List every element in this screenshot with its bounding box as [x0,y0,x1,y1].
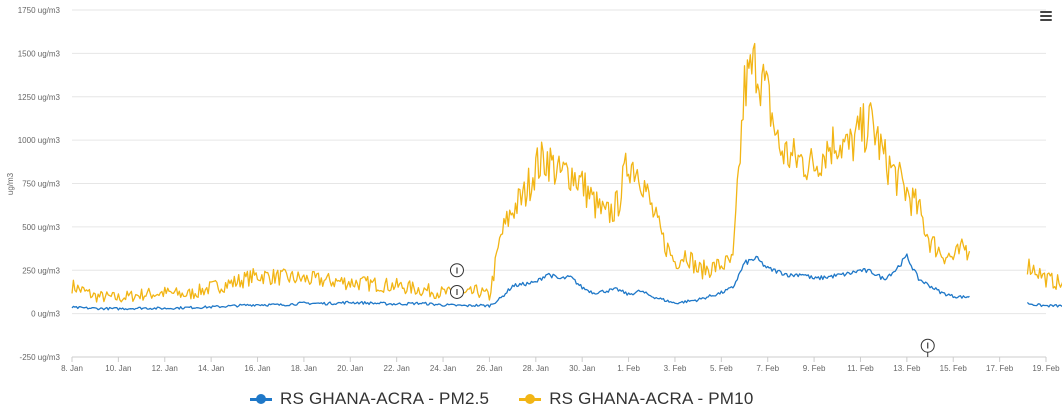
legend-label-pm25: RS GHANA-ACRA - PM2.5 [280,389,490,408]
chart: -250 ug/m3 0 ug/m3 250 ug/m3 500 ug/m3 750 u… [6,6,1062,373]
y-tick-label: -250 ug/m3 [20,353,61,362]
x-tick-label: 18. Jan [291,364,317,373]
series-line-pm10 [71,42,971,303]
legend-symbol-pm10 [519,393,542,405]
legend-label-pm10: RS GHANA-ACRA - PM10 [549,389,754,408]
y-axis-ticks: -250 ug/m3 0 ug/m3 250 ug/m3 500 ug/m3 750 u… [18,6,61,362]
x-tick-label: 15. Feb [940,364,968,373]
y-tick-label: 1250 ug/m3 [18,93,61,102]
x-tick-label: 14. Jan [198,364,224,373]
annotations: I I I [449,263,935,357]
x-tick-label: 10. Jan [105,364,131,373]
y-tick-label: 1750 ug/m3 [18,6,61,15]
x-tick-label: 13. Feb [893,364,921,373]
x-tick-label: 28. Jan [523,364,549,373]
y-tick-label: 1000 ug/m3 [18,136,61,145]
legend-item-pm10[interactable]: RS GHANA-ACRA - PM10 [519,389,753,409]
y-tick-label: 0 ug/m3 [31,310,60,319]
x-tick-label: 22. Jan [384,364,410,373]
x-tick-label: 5. Feb [710,364,733,373]
flag-annotation[interactable]: I [449,284,464,299]
x-tick-label: 30. Jan [569,364,595,373]
x-tick-label: 1. Feb [617,364,640,373]
x-axis-ticks: 8. Jan 10. Jan 12. Jan 14. Jan 16. Jan 18. Ja… [61,356,1060,373]
y-tick-label: 500 ug/m3 [22,223,60,232]
x-tick-label: 26. Jan [476,364,502,373]
legend: RS GHANA-ACRA - PM2.5 RS GHANA-ACRA - PM… [250,388,753,410]
flag-label: I [456,266,458,275]
x-tick-label: 8. Jan [61,364,83,373]
flag-label: I [927,342,929,351]
y-axis-title: ug/m3 [6,172,15,195]
y-tick-label: 1500 ug/m3 [18,49,61,58]
x-tick-label: 12. Jan [152,364,178,373]
legend-symbol-pm25 [250,393,272,405]
y-tick-label: 750 ug/m3 [22,180,60,189]
flag-annotation[interactable]: I [920,338,935,357]
legend-item-pm25[interactable]: RS GHANA-ACRA - PM2.5 [250,389,489,409]
x-tick-label: 17. Feb [986,364,1014,373]
series-line-pm10-after-gap [1026,258,1062,290]
series-line-pm25-after-gap [1026,301,1062,308]
x-tick-label: 16. Jan [244,364,270,373]
flag-annotation[interactable]: I [449,263,464,278]
series-line-pm25 [71,253,970,311]
x-tick-label: 20. Jan [337,364,363,373]
x-tick-label: 9. Feb [803,364,826,373]
x-tick-label: 11. Feb [847,364,874,373]
gridlines [72,9,1046,358]
y-tick-label: 250 ug/m3 [22,266,60,275]
x-tick-label: 3. Feb [664,364,687,373]
series-group [71,42,1062,311]
x-tick-label: 7. Feb [756,364,779,373]
chart-menu-icon[interactable] [1040,11,1052,21]
x-tick-label: 24. Jan [430,364,456,373]
flag-label: I [456,288,458,297]
x-tick-label: 19. Feb [1032,364,1060,373]
